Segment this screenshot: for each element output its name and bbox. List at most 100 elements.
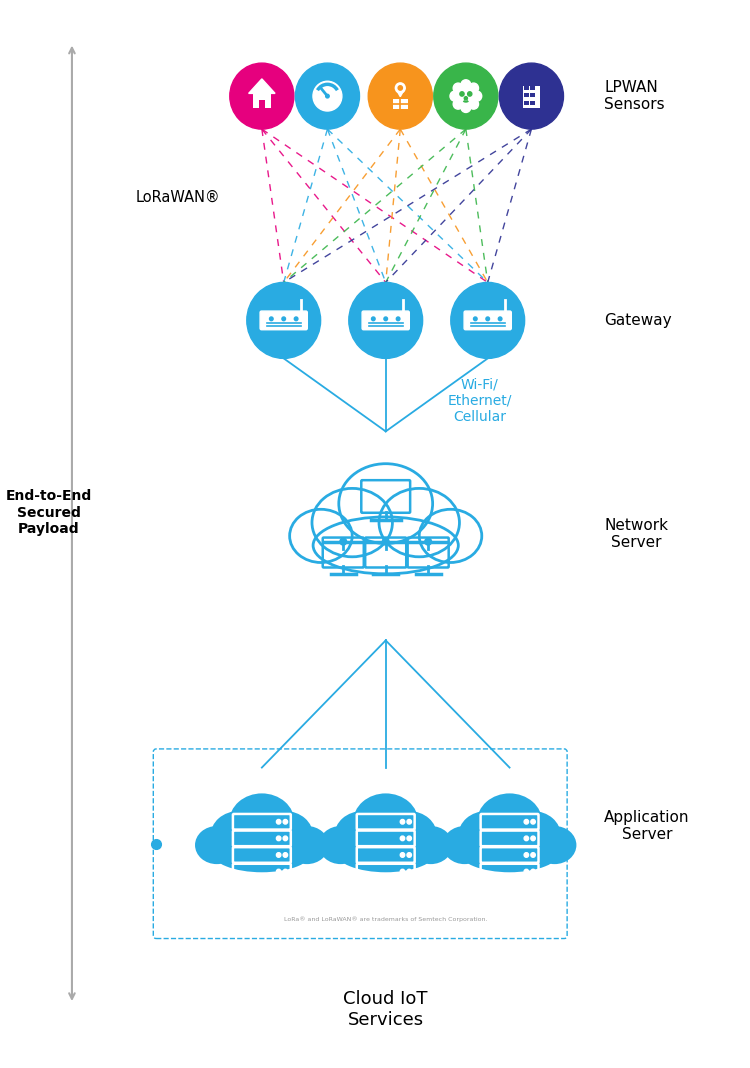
Circle shape bbox=[461, 103, 471, 112]
Circle shape bbox=[500, 63, 563, 129]
Ellipse shape bbox=[211, 832, 312, 873]
Circle shape bbox=[460, 92, 464, 96]
Ellipse shape bbox=[285, 826, 328, 864]
Circle shape bbox=[313, 81, 342, 111]
FancyBboxPatch shape bbox=[253, 93, 271, 108]
Circle shape bbox=[283, 819, 287, 824]
Circle shape bbox=[368, 63, 432, 129]
Circle shape bbox=[400, 819, 405, 824]
Circle shape bbox=[524, 836, 529, 841]
Ellipse shape bbox=[419, 509, 482, 563]
FancyBboxPatch shape bbox=[464, 311, 512, 330]
Circle shape bbox=[269, 317, 273, 320]
Circle shape bbox=[230, 63, 294, 129]
Ellipse shape bbox=[230, 794, 295, 850]
Text: Gateway: Gateway bbox=[604, 313, 672, 328]
Circle shape bbox=[283, 869, 287, 874]
Circle shape bbox=[283, 836, 287, 841]
Ellipse shape bbox=[312, 488, 392, 556]
Ellipse shape bbox=[353, 794, 419, 850]
Ellipse shape bbox=[505, 811, 561, 860]
Circle shape bbox=[371, 317, 375, 320]
Circle shape bbox=[461, 80, 471, 90]
Circle shape bbox=[524, 819, 529, 824]
Circle shape bbox=[531, 836, 536, 841]
FancyBboxPatch shape bbox=[530, 100, 536, 105]
Circle shape bbox=[451, 282, 525, 359]
Circle shape bbox=[524, 852, 529, 858]
Ellipse shape bbox=[335, 832, 436, 873]
Ellipse shape bbox=[533, 826, 577, 864]
Circle shape bbox=[277, 836, 281, 841]
Circle shape bbox=[455, 84, 477, 108]
Circle shape bbox=[531, 869, 536, 874]
Circle shape bbox=[398, 85, 403, 90]
Circle shape bbox=[282, 317, 286, 320]
Circle shape bbox=[486, 317, 490, 320]
Circle shape bbox=[453, 99, 463, 109]
Circle shape bbox=[296, 63, 359, 129]
Circle shape bbox=[247, 282, 321, 359]
Circle shape bbox=[473, 317, 477, 320]
Circle shape bbox=[469, 83, 478, 93]
Circle shape bbox=[472, 91, 482, 101]
Text: LPWAN
Sensors: LPWAN Sensors bbox=[604, 80, 665, 112]
Ellipse shape bbox=[442, 826, 486, 864]
Circle shape bbox=[400, 836, 405, 841]
FancyBboxPatch shape bbox=[524, 100, 529, 105]
Ellipse shape bbox=[257, 811, 313, 860]
Circle shape bbox=[294, 317, 298, 320]
Circle shape bbox=[400, 852, 405, 858]
Circle shape bbox=[326, 94, 329, 98]
Ellipse shape bbox=[319, 826, 362, 864]
Circle shape bbox=[283, 852, 287, 858]
Ellipse shape bbox=[379, 488, 460, 556]
Circle shape bbox=[433, 63, 498, 129]
Circle shape bbox=[400, 869, 405, 874]
FancyBboxPatch shape bbox=[530, 93, 536, 97]
Circle shape bbox=[531, 819, 536, 824]
Text: Application
Server: Application Server bbox=[604, 810, 690, 842]
Circle shape bbox=[424, 538, 431, 545]
Circle shape bbox=[384, 317, 388, 320]
Circle shape bbox=[394, 82, 406, 94]
Circle shape bbox=[349, 282, 423, 359]
Circle shape bbox=[450, 91, 460, 101]
FancyBboxPatch shape bbox=[523, 87, 540, 108]
Circle shape bbox=[469, 99, 478, 109]
FancyBboxPatch shape bbox=[362, 311, 410, 330]
FancyBboxPatch shape bbox=[393, 99, 408, 109]
Ellipse shape bbox=[409, 826, 452, 864]
Ellipse shape bbox=[458, 811, 514, 860]
Circle shape bbox=[407, 819, 412, 824]
Circle shape bbox=[382, 538, 389, 545]
Circle shape bbox=[407, 852, 412, 858]
Circle shape bbox=[340, 538, 346, 545]
Circle shape bbox=[498, 317, 502, 320]
Circle shape bbox=[277, 852, 281, 858]
Text: Wi-Fi/
Ethernet/
Cellular: Wi-Fi/ Ethernet/ Cellular bbox=[448, 377, 512, 424]
Circle shape bbox=[277, 869, 281, 874]
Circle shape bbox=[277, 819, 281, 824]
Circle shape bbox=[467, 92, 472, 96]
Text: Cloud IoT
Services: Cloud IoT Services bbox=[344, 990, 428, 1028]
FancyBboxPatch shape bbox=[524, 87, 529, 90]
Ellipse shape bbox=[290, 509, 352, 563]
Circle shape bbox=[531, 852, 536, 858]
Ellipse shape bbox=[477, 794, 542, 850]
Ellipse shape bbox=[381, 811, 437, 860]
Ellipse shape bbox=[313, 517, 458, 574]
Ellipse shape bbox=[459, 832, 560, 873]
Polygon shape bbox=[395, 88, 405, 97]
Ellipse shape bbox=[211, 811, 266, 860]
Circle shape bbox=[407, 869, 412, 874]
Circle shape bbox=[524, 869, 529, 874]
Text: Network
Server: Network Server bbox=[604, 518, 668, 550]
Text: LoRaWAN®: LoRaWAN® bbox=[136, 190, 220, 205]
Text: End-to-End
Secured
Payload: End-to-End Secured Payload bbox=[5, 489, 92, 536]
Ellipse shape bbox=[195, 826, 238, 864]
Circle shape bbox=[396, 317, 400, 320]
FancyBboxPatch shape bbox=[259, 99, 265, 108]
Polygon shape bbox=[249, 79, 275, 93]
Circle shape bbox=[407, 836, 412, 841]
